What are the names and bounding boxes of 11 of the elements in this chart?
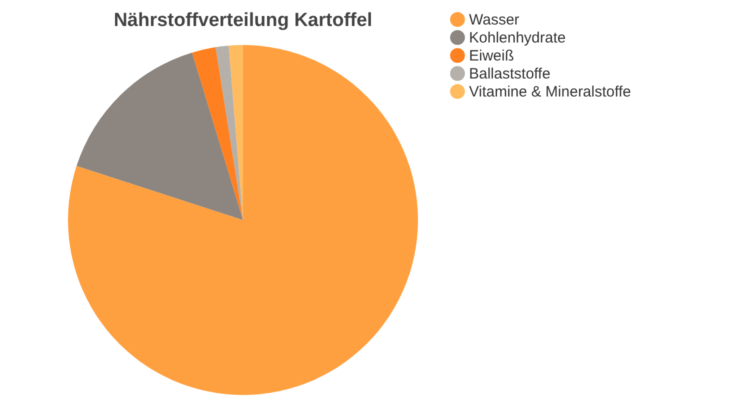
pie-slice xyxy=(68,45,418,395)
chart-title: Nährstoffverteilung Kartoffel xyxy=(114,10,372,31)
pie-slice xyxy=(76,52,243,220)
legend-label: Kohlenhydrate xyxy=(469,30,566,46)
legend-label: Wasser xyxy=(469,12,520,28)
pie-slice xyxy=(216,46,243,220)
pie-slice xyxy=(192,47,243,220)
pie-slice xyxy=(228,45,243,220)
legend-label: Eiweiß xyxy=(469,48,514,64)
legend-label: Vitamine & Mineralstoffe xyxy=(469,84,632,100)
legend-label: Ballaststoffe xyxy=(469,66,550,82)
